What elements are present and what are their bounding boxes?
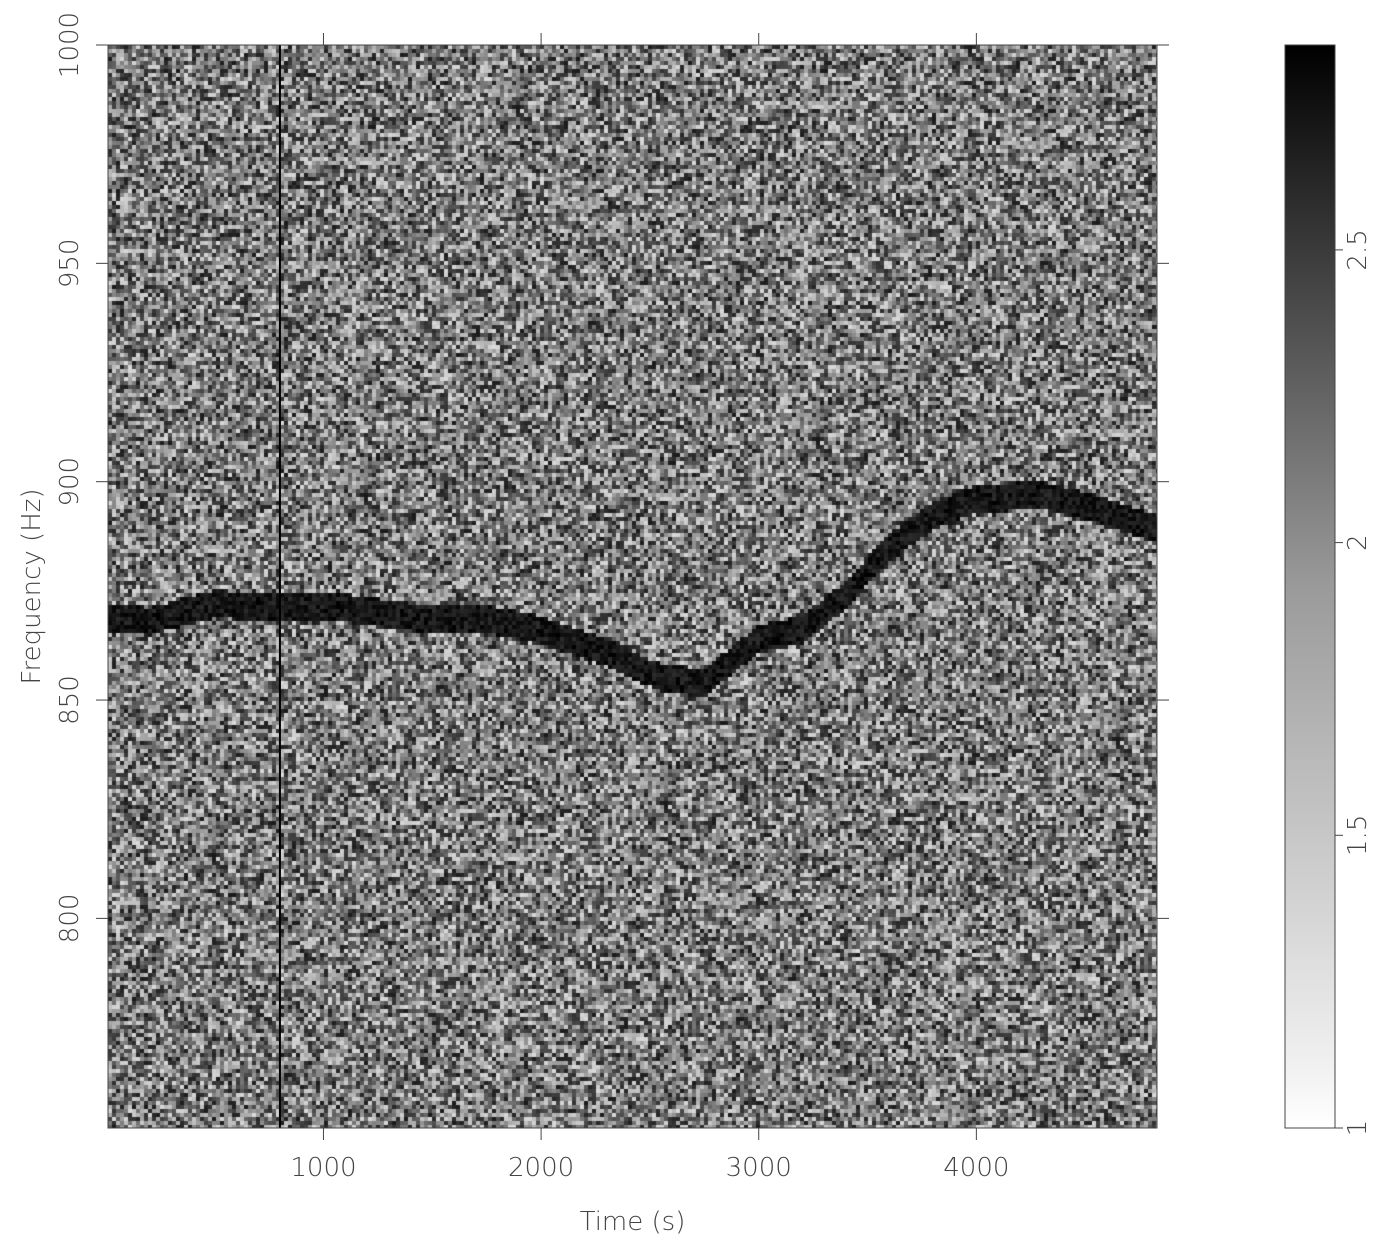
heatmap-layer [108,45,1157,1128]
x-tick-label: 3000 [726,1153,792,1183]
plot-frame [107,44,1158,1129]
colorbar-tick-label: 1 [1343,1120,1373,1137]
colorbar-tick-label: 2.5 [1343,229,1373,270]
y-tick-label: 800 [55,894,85,944]
x-tick-label: 1000 [290,1153,356,1183]
x-axis-title: Time (s) [580,1207,686,1237]
y-tick-label: 950 [55,239,85,289]
y-tick-label: 1000 [55,12,85,78]
y-tick-label: 850 [55,675,85,725]
colorbar [1284,44,1336,1129]
x-tick-label: 4000 [943,1153,1009,1183]
colorbar-tick-label: 2 [1343,534,1373,551]
colorbar-tick-label: 1.5 [1343,815,1373,856]
y-tick-label: 900 [55,457,85,507]
colorbar-ticks: 1 1.5 2 2.5 [1335,229,1373,1136]
axis-ticks: 1000 2000 3000 4000 800 850 900 950 1000 [55,12,1169,1183]
y-axis-title: Frequency (Hz) [17,488,47,684]
heatmap-image [108,45,1157,1128]
x-tick-label: 2000 [508,1153,574,1183]
